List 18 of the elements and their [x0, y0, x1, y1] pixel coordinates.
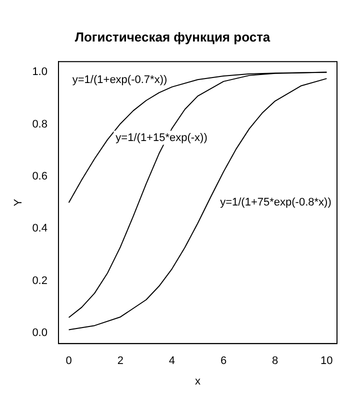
- y-axis-title: Y: [12, 198, 25, 206]
- annotation: y=1/(1+exp(-0.7*x)): [72, 74, 168, 86]
- y-tick-label: 0.6: [32, 170, 48, 183]
- y-tick-label: 0.4: [32, 222, 48, 235]
- y-tick-label: 1.0: [32, 66, 48, 78]
- annotation: y=1/(1+75*exp(-0.8*x)): [220, 196, 332, 209]
- y-tick-label: 0.8: [32, 118, 48, 130]
- y-tick-label: 0.0: [32, 327, 48, 340]
- x-tick-label: 8: [272, 355, 278, 368]
- y-tick-label: 0.2: [32, 274, 48, 287]
- chart-title: Логистическая функция роста: [74, 29, 271, 44]
- annotation: y=1/(1+15*exp(-x)): [116, 132, 208, 144]
- x-tick-label: 2: [117, 355, 124, 368]
- x-tick-label: 10: [320, 355, 333, 368]
- x-axis-title: x: [194, 375, 201, 388]
- x-tick-label: 0: [66, 355, 72, 368]
- x-tick-label: 6: [220, 355, 227, 368]
- x-tick-label: 4: [168, 355, 176, 368]
